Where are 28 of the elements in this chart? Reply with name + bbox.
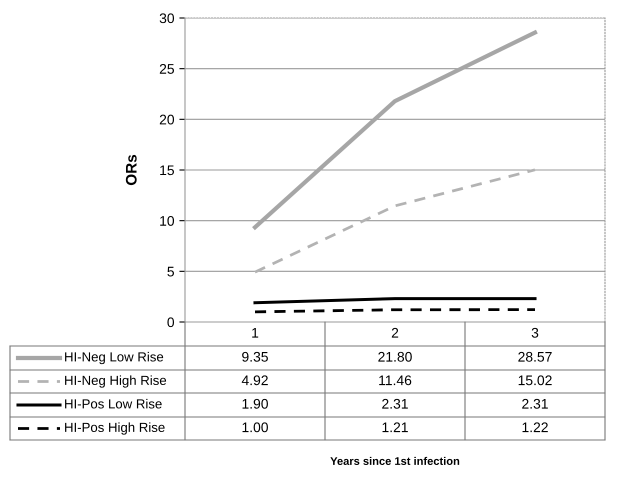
x-tick-label: 3 <box>532 328 538 338</box>
legend-label: HI-Neg High Rise <box>65 375 166 388</box>
y-tick-label: 10 <box>160 216 174 226</box>
data-label: 4.92 <box>242 375 268 386</box>
legend-label: HI-Pos Low Rise <box>65 398 162 409</box>
y-tick-label: 25 <box>160 64 174 74</box>
y-tick-label: 30 <box>160 13 174 24</box>
data-label: 1.22 <box>522 422 548 432</box>
legend-label: HI-Neg Low Rise <box>65 352 164 364</box>
data-label: 11.46 <box>379 375 412 386</box>
data-label: 1.21 <box>382 422 408 432</box>
y-tick-label: 0 <box>167 317 174 328</box>
y-tick-label: 5 <box>167 266 174 277</box>
data-label: 21.80 <box>378 352 412 362</box>
text: Years since 1st infection <box>330 456 460 465</box>
data-label: 2.31 <box>382 398 408 409</box>
x-tick-label: 1 <box>252 328 258 338</box>
data-label: 1.90 <box>242 398 268 409</box>
y-tick-label: 15 <box>160 165 174 176</box>
data-label: 28.57 <box>518 352 552 362</box>
y-tick-label: 20 <box>160 114 174 125</box>
data-label: 9.35 <box>242 352 268 362</box>
legend-label: HI-Pos High Rise <box>65 422 165 435</box>
data-label: 1.00 <box>242 422 268 432</box>
data-label: 15.02 <box>518 375 552 386</box>
data-label: 2.31 <box>522 398 548 409</box>
y-axis-title: ORs <box>126 154 137 186</box>
x-tick-label: 2 <box>392 328 398 338</box>
